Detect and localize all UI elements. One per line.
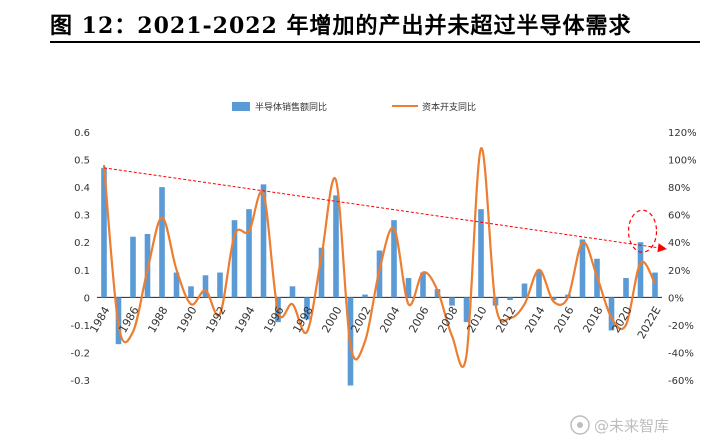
x-tick-label: 2000 xyxy=(319,304,344,335)
bar-2002 xyxy=(362,294,368,298)
left-tick-label: 0.4 xyxy=(74,183,90,194)
bar-1992 xyxy=(217,272,223,298)
bar-1998 xyxy=(304,297,310,320)
left-tick-label: 0.5 xyxy=(74,156,90,167)
bar-2022 xyxy=(652,272,658,298)
left-tick-label: 0.2 xyxy=(74,238,90,249)
left-tick-label: -0.3 xyxy=(70,376,90,387)
right-tick-label: 40% xyxy=(668,238,690,249)
highlight-ellipse xyxy=(627,209,658,253)
x-tick-label: 2014 xyxy=(522,304,547,335)
right-tick-label: -60% xyxy=(668,376,694,387)
bar-2000 xyxy=(333,195,339,298)
bar-2005 xyxy=(405,278,412,298)
bar-1997 xyxy=(289,286,296,298)
trend-arrowhead xyxy=(657,243,667,253)
bar-2017 xyxy=(579,239,586,298)
right-tick-label: 0% xyxy=(668,293,684,304)
x-tick-label: 1990 xyxy=(174,304,199,335)
bar-2015 xyxy=(550,297,557,301)
bar-2008 xyxy=(449,297,455,306)
x-tick-label: 1988 xyxy=(145,304,170,335)
x-tick-label: 1992 xyxy=(203,304,228,335)
capex-growth-line xyxy=(102,147,656,368)
bar-2004 xyxy=(391,220,397,298)
bar-2014 xyxy=(536,269,542,298)
left-tick-label: -0.2 xyxy=(70,348,90,359)
legend: 半导体销售额同比 资本开支同比 xyxy=(232,101,476,113)
combo-chart: 半导体销售额同比 资本开支同比 0.6 0.5 0.4 0.3 0.2 0.1 0 -0.1 -… xyxy=(70,101,697,387)
bar-2006 xyxy=(420,272,426,298)
right-tick-label: 80% xyxy=(668,183,690,194)
left-tick-label: 0.6 xyxy=(74,128,90,139)
bar-1988 xyxy=(159,187,165,298)
legend-line-label: 资本开支同比 xyxy=(422,101,476,113)
bar-1991 xyxy=(202,275,209,298)
x-tick-label: 2004 xyxy=(377,304,402,335)
x-tick-label: 1984 xyxy=(87,304,112,335)
bar-1994 xyxy=(246,209,252,298)
right-tick-label: 20% xyxy=(668,266,690,277)
x-tick-label: 2006 xyxy=(406,304,431,335)
bar-2019 xyxy=(608,297,615,331)
x-tick-label: 1996 xyxy=(261,304,286,335)
page-title: 图 12：2021-2022 年增加的产出并未超过半导体需求 xyxy=(50,13,632,39)
bar-2020 xyxy=(623,278,629,298)
left-tick-label: 0.3 xyxy=(74,211,90,222)
right-tick-label: 120% xyxy=(668,128,697,139)
right-tick-label: -20% xyxy=(668,321,694,332)
left-tick-label: 0 xyxy=(84,293,90,304)
legend-bar-swatch xyxy=(232,102,250,111)
title-underline xyxy=(50,41,700,43)
right-tick-label: 100% xyxy=(668,156,697,167)
x-tick-label: 2008 xyxy=(435,304,460,335)
bar-1993 xyxy=(231,220,238,298)
right-tick-label: 60% xyxy=(668,211,690,222)
x-tick-label: 1994 xyxy=(232,304,257,335)
x-tick-label: 2018 xyxy=(580,304,605,335)
bar-1995 xyxy=(260,184,267,298)
left-tick-label: -0.1 xyxy=(70,321,90,332)
bar-2021 xyxy=(637,242,644,298)
title-bar: 图 12：2021-2022 年增加的产出并未超过半导体需求 xyxy=(0,0,714,44)
bar-2012 xyxy=(507,297,513,301)
x-tick-label: 2022E xyxy=(635,304,664,341)
trend-line xyxy=(103,167,667,253)
watermark-text: @未来智库 xyxy=(594,417,669,435)
bar-2009 xyxy=(463,297,470,323)
bar-1990 xyxy=(188,286,194,298)
left-tick-label: 0.1 xyxy=(74,266,90,277)
bar-2013 xyxy=(521,283,528,298)
line-series xyxy=(102,147,656,368)
bar-1984 xyxy=(101,167,107,298)
bar-1986 xyxy=(130,236,136,298)
right-tick-label: -40% xyxy=(668,348,694,359)
bar-1999 xyxy=(318,247,325,298)
bar-1989 xyxy=(173,272,180,298)
bar-2010 xyxy=(478,209,484,298)
watermark-logo: @未来智库 xyxy=(570,415,669,435)
legend-bar-label: 半导体销售额同比 xyxy=(255,101,327,113)
x-tick-label: 2016 xyxy=(551,304,576,335)
trend-dashed-line xyxy=(103,167,659,249)
